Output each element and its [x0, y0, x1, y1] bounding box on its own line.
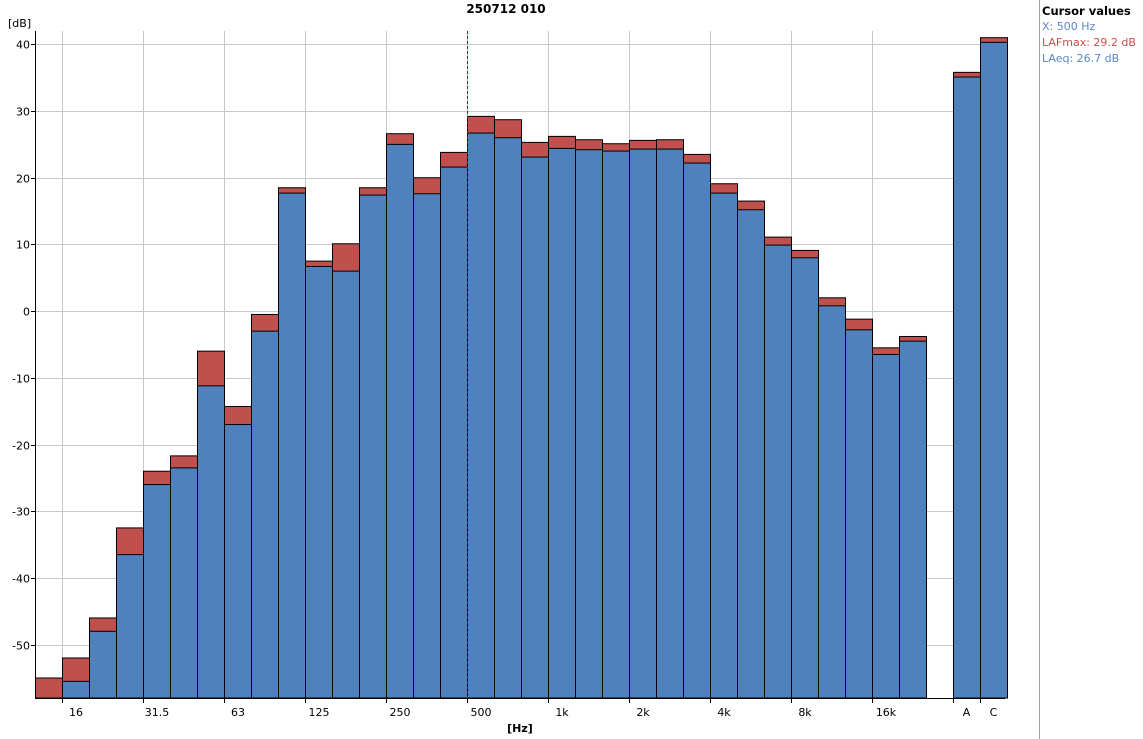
cursor-laeq-value: LAeq: 26.7 dB — [1042, 52, 1120, 65]
lafmax-bar — [35, 677, 63, 699]
bar-series — [35, 37, 1008, 699]
laeq-bar — [791, 257, 819, 699]
laeq-bar — [575, 149, 603, 699]
laeq-bar — [737, 209, 765, 699]
laeq-bar — [170, 467, 198, 699]
laeq-bar — [467, 132, 495, 699]
laeq-bar — [980, 41, 1008, 699]
laeq-bar — [251, 330, 279, 699]
x-tick-label: 1k — [555, 706, 569, 719]
laeq-bar — [521, 156, 549, 699]
laeq-bar — [440, 166, 468, 699]
laeq-bar — [845, 329, 873, 699]
laeq-bar — [818, 305, 846, 699]
y-tick-label: 40 — [16, 39, 30, 52]
broadband-label: A — [963, 706, 971, 719]
y-tick-label: -50 — [12, 640, 30, 653]
laeq-bar — [143, 484, 171, 699]
chart-title: 250712 010 — [466, 2, 545, 16]
laeq-bar — [710, 192, 738, 699]
laeq-bar — [278, 192, 306, 699]
cursor-x-value: X: 500 Hz — [1042, 20, 1096, 33]
y-axis-unit-label: [dB] — [8, 17, 31, 30]
laeq-bar — [332, 270, 360, 699]
laeq-bar — [386, 143, 414, 699]
y-tick-label: -10 — [12, 373, 30, 386]
laeq-bar — [764, 244, 792, 699]
laeq-bar — [305, 265, 333, 699]
x-tick-label: 4k — [717, 706, 731, 719]
y-tick-label: 10 — [16, 239, 30, 252]
y-tick-label: 30 — [16, 106, 30, 119]
laeq-bar — [656, 148, 684, 699]
y-tick-label: -30 — [12, 506, 30, 519]
spectrum-chart: 250712 010 [dB] [Hz] -50 -40 -30 -20 -10 0 10 2… — [8, 2, 1008, 735]
x-tick-label: 2k — [636, 706, 650, 719]
x-tick-label: 31.5 — [145, 706, 170, 719]
laeq-bar — [116, 554, 144, 699]
x-tick-label: 250 — [390, 706, 411, 719]
laeq-bar — [62, 680, 90, 699]
laeq-bar — [683, 162, 711, 699]
laeq-bar — [494, 137, 522, 699]
laeq-bar — [224, 424, 252, 699]
x-tick-label: 63 — [231, 706, 245, 719]
x-tick-label: 8k — [798, 706, 812, 719]
laeq-bar — [602, 150, 630, 699]
laeq-bar — [89, 630, 117, 699]
laeq-bar — [548, 147, 576, 699]
axes: -50 -40 -30 -20 -10 0 10 20 30 40 16 31.5 63 125 250 50… — [12, 31, 1005, 719]
broadband-label: C — [990, 706, 998, 719]
y-tick-label: 0 — [23, 306, 30, 319]
laeq-bar — [413, 193, 441, 699]
cursor-lafmax-value: LAFmax: 29.2 dB — [1042, 36, 1136, 49]
laeq-bar — [629, 148, 657, 699]
cursor-values-title: Cursor values — [1042, 4, 1131, 18]
x-tick-label: 500 — [471, 706, 492, 719]
y-tick-label: -20 — [12, 440, 30, 453]
y-tick-label: 20 — [16, 173, 30, 186]
y-tick-label: -40 — [12, 573, 30, 586]
laeq-bar — [953, 76, 981, 699]
laeq-bar — [197, 385, 225, 699]
x-tick-label: 16k — [876, 706, 897, 719]
laeq-bar — [899, 340, 927, 699]
x-tick-label: 16 — [69, 706, 83, 719]
x-tick-label: 125 — [309, 706, 330, 719]
laeq-bar — [872, 353, 900, 699]
cursor-values-panel: Cursor values X: 500 Hz LAFmax: 29.2 dB … — [1039, 0, 1143, 739]
laeq-bar — [359, 194, 387, 699]
x-axis-unit-label: [Hz] — [507, 722, 533, 735]
